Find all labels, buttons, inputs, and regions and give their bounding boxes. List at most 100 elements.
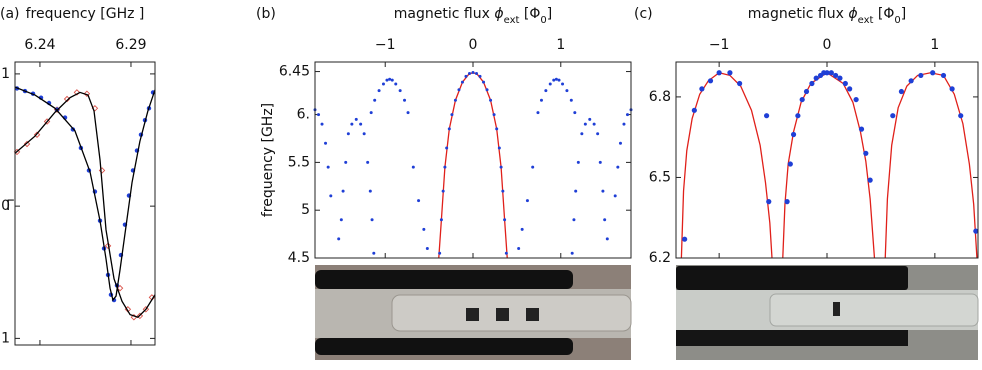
data-point <box>441 189 445 193</box>
plot-area <box>13 86 156 321</box>
fit-line <box>884 72 978 259</box>
data-point <box>317 113 321 117</box>
data-point <box>847 86 853 92</box>
data-point <box>531 165 535 169</box>
data-point <box>813 75 819 81</box>
data-point <box>142 306 150 313</box>
data-point <box>517 246 521 250</box>
y-axis-label: Γ <box>6 198 14 214</box>
y-axis-label: frequency [GHz] <box>260 103 276 217</box>
data-point <box>539 98 543 102</box>
data-point <box>104 242 112 250</box>
fit-line <box>14 86 156 302</box>
data-point <box>373 98 377 102</box>
data-point <box>544 89 548 93</box>
x-axis-label-part: [Φ <box>519 6 540 22</box>
data-point <box>824 70 830 76</box>
data-point <box>605 237 609 241</box>
data-point <box>467 71 471 75</box>
y-tick-label: 5 <box>301 202 310 218</box>
data-point <box>116 284 124 292</box>
data-point <box>573 111 577 115</box>
data-point <box>339 218 343 222</box>
data-point <box>445 146 449 150</box>
data-point <box>557 78 561 82</box>
data-point <box>973 228 979 234</box>
plot-area <box>680 70 979 259</box>
data-point <box>790 131 797 138</box>
data-point <box>366 160 370 164</box>
axes-frame <box>675 61 979 259</box>
data-point <box>837 75 843 81</box>
data-point <box>625 113 629 117</box>
data-point <box>372 251 376 255</box>
x-tick-label: 0 <box>823 37 832 53</box>
data-point <box>324 141 328 145</box>
fit-line <box>14 91 156 318</box>
x-axis-label-part: 0 <box>540 15 546 26</box>
data-point <box>561 82 565 86</box>
data-point <box>501 189 505 193</box>
panel-label: (c) <box>634 6 653 22</box>
data-point <box>598 160 602 164</box>
data-point <box>33 131 41 138</box>
data-point <box>940 72 947 79</box>
data-point <box>406 111 410 115</box>
axes-frame <box>314 61 632 259</box>
y-tick-label: 1 <box>1 66 10 82</box>
x-axis-label-part: frequency [GHz ] <box>26 6 145 22</box>
data-point <box>471 71 475 75</box>
data-point <box>803 88 810 95</box>
x-axis-label-part: ext <box>504 15 520 26</box>
data-point <box>858 126 865 132</box>
x-tick-label: 1 <box>556 37 565 53</box>
data-point <box>457 88 461 92</box>
x-axis-label-part: magnetic flux <box>394 6 495 22</box>
data-point <box>136 312 144 320</box>
data-point <box>572 218 576 222</box>
y-tick-label: 6.5 <box>649 169 671 185</box>
data-point <box>833 72 839 79</box>
panel: (b) magnetic flux ϕext [Φ0]frequency [GHz… <box>256 6 633 266</box>
data-point <box>574 189 578 193</box>
data-point <box>388 77 392 81</box>
data-point <box>784 199 790 205</box>
data-point <box>394 82 398 86</box>
y-tick-label: 0 <box>1 198 10 214</box>
data-point <box>495 127 499 131</box>
data-point <box>764 113 770 119</box>
axes-frame <box>14 61 156 346</box>
y-tick-label: 6.2 <box>649 250 671 266</box>
data-point <box>337 237 341 241</box>
data-point <box>867 177 873 183</box>
data-point <box>616 165 620 169</box>
data-point <box>699 86 705 92</box>
data-point <box>464 74 468 78</box>
data-point <box>439 218 443 222</box>
data-point <box>603 218 607 222</box>
data-point <box>682 236 688 242</box>
data-point <box>369 111 373 115</box>
y-tick-label: 6.8 <box>649 89 671 105</box>
data-point <box>795 113 801 119</box>
data-point <box>350 122 354 126</box>
data-point <box>576 160 580 164</box>
data-point <box>596 132 600 136</box>
data-point <box>601 189 605 193</box>
data-point <box>949 86 955 92</box>
data-point <box>320 122 324 126</box>
x-tick-label: 0 <box>469 37 478 53</box>
data-point <box>570 251 574 255</box>
data-point <box>536 111 540 115</box>
data-point <box>707 78 714 84</box>
data-point <box>475 71 479 75</box>
data-point <box>489 98 493 102</box>
data-point <box>716 70 722 76</box>
data-point <box>828 70 834 76</box>
data-point <box>368 189 372 193</box>
data-point <box>73 89 81 96</box>
data-point <box>482 80 486 84</box>
data-point <box>583 122 587 126</box>
x-axis-label-part: ext <box>858 15 874 26</box>
data-point <box>809 80 815 87</box>
